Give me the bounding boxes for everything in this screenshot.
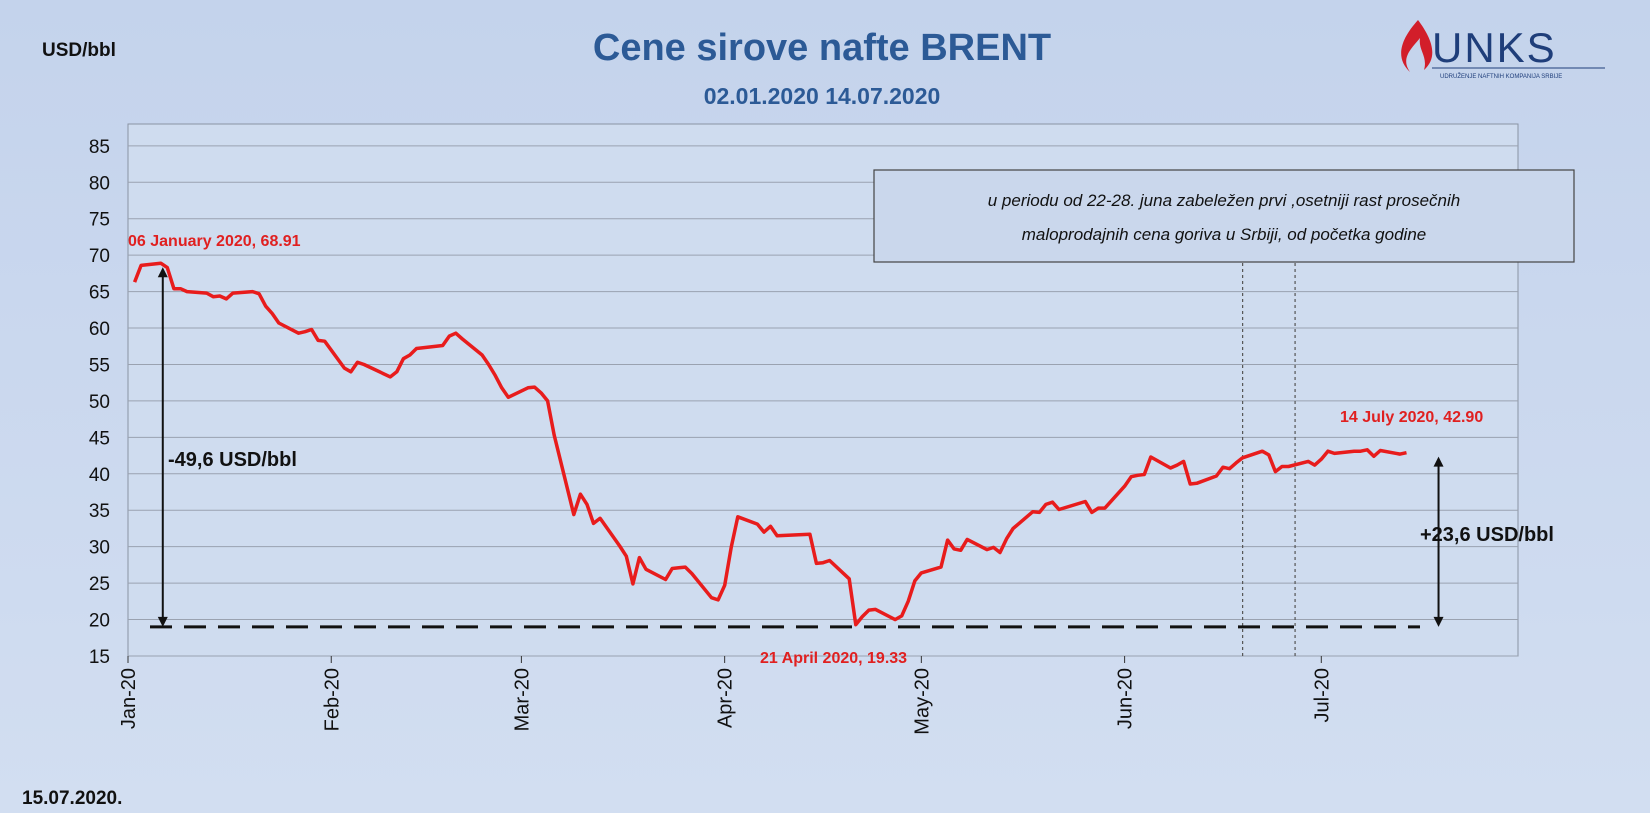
drop-arrow bbox=[157, 267, 168, 627]
y-tick-label: 50 bbox=[89, 392, 110, 413]
annotation-arrows bbox=[157, 267, 1444, 627]
y-axis: 15 20 25 30 35 40 45 50 55 60 65 70 75 80 85 bbox=[89, 137, 110, 668]
low-label: 21 April 2020, 19.33 bbox=[760, 650, 907, 667]
y-tick-label: 80 bbox=[89, 173, 110, 194]
flame-icon bbox=[1401, 20, 1433, 72]
arrow-head bbox=[157, 616, 168, 627]
y-tick-label: 20 bbox=[89, 611, 110, 632]
grid bbox=[128, 145, 1518, 657]
x-tick-label: Feb-20 bbox=[321, 668, 343, 731]
logo-text: UNKS bbox=[1432, 24, 1557, 71]
chart-title: Cene sirove nafte BRENT bbox=[593, 27, 1051, 69]
y-tick-label: 60 bbox=[89, 319, 110, 340]
x-tick-label: Jul-20 bbox=[1311, 668, 1333, 722]
x-tick-label: May-20 bbox=[911, 668, 933, 735]
y-tick-label: 25 bbox=[89, 574, 110, 595]
rise-arrow bbox=[1433, 456, 1444, 627]
y-tick-label: 70 bbox=[89, 246, 110, 267]
x-axis: Jan-20 Feb-20 Mar-20 Apr-20 May-20 Jun-20 Jul-… bbox=[118, 656, 1333, 735]
y-tick-label: 55 bbox=[89, 355, 110, 376]
y-tick-label: 85 bbox=[89, 137, 110, 158]
y-tick-label: 30 bbox=[89, 538, 110, 559]
rise-label: +23,6 USD/bbl bbox=[1420, 524, 1554, 546]
note-line-2: maloprodajnih cena goriva u Srbiji, od p… bbox=[1022, 225, 1426, 244]
y-tick-label: 35 bbox=[89, 501, 110, 522]
note-line-1: u periodu od 22-28. juna zabeležen prvi … bbox=[988, 191, 1461, 210]
arrow-head bbox=[157, 267, 168, 278]
y-tick-label: 15 bbox=[89, 647, 110, 668]
drop-label: -49,6 USD/bbl bbox=[168, 449, 297, 471]
x-tick-label: Mar-20 bbox=[511, 668, 533, 731]
y-tick-label: 65 bbox=[89, 283, 110, 304]
unks-logo: UNKS UDRUŽENJE NAFTNIH KOMPANIJA SRBIJE bbox=[1401, 20, 1605, 80]
chart-subtitle: 02.01.2020 14.07.2020 bbox=[704, 83, 941, 109]
arrow-head bbox=[1433, 616, 1444, 627]
logo-subtext: UDRUŽENJE NAFTNIH KOMPANIJA SRBIJE bbox=[1440, 72, 1562, 80]
peak-label: 06 January 2020, 68.91 bbox=[128, 233, 301, 250]
last-label: 14 July 2020, 42.90 bbox=[1340, 409, 1483, 426]
x-tick-label: Apr-20 bbox=[715, 668, 737, 728]
x-tick-label: Jun-20 bbox=[1115, 668, 1137, 729]
note-box: u periodu od 22-28. juna zabeležen prvi … bbox=[873, 169, 1575, 263]
y-tick-label: 75 bbox=[89, 210, 110, 231]
y-unit-label: USD/bbl bbox=[42, 40, 116, 61]
x-tick-label: Jan-20 bbox=[118, 668, 140, 729]
arrow-head bbox=[1433, 456, 1444, 467]
date-stamp: 15.07.2020. bbox=[22, 788, 122, 809]
y-tick-label: 40 bbox=[89, 465, 110, 486]
brent-price-line bbox=[132, 261, 1407, 627]
y-tick-label: 45 bbox=[89, 428, 110, 449]
